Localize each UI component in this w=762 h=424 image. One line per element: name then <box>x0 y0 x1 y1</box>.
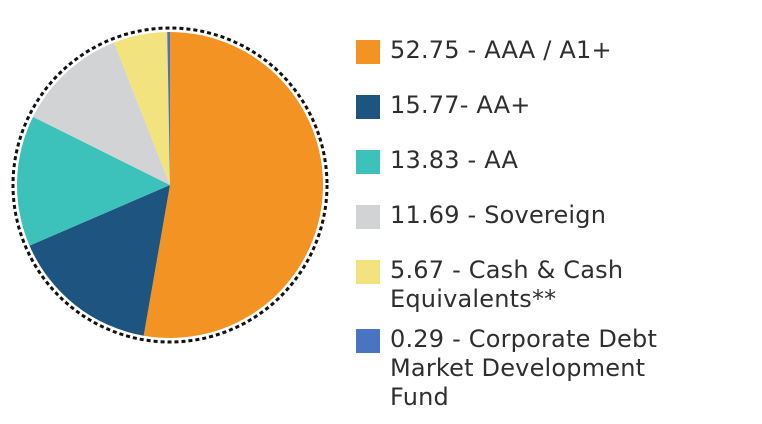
pie-slice-4 <box>114 32 170 185</box>
legend-item-1: 15.77- AA+ <box>356 91 756 120</box>
pie-chart <box>11 26 329 344</box>
legend-swatch-5 <box>356 329 380 353</box>
legend-label-5: 0.29 - Corporate Debt Market Development… <box>390 325 658 411</box>
pie-slice-3 <box>33 42 170 185</box>
legend-label-1: 15.77- AA+ <box>390 91 531 119</box>
pie-slice-0 <box>143 32 324 338</box>
legend-swatch-1 <box>356 95 380 119</box>
legend-swatch-4 <box>356 260 380 284</box>
legend-item-2: 13.83 - AA <box>356 146 756 175</box>
pie-slice-2 <box>17 116 171 246</box>
legend-label-2: 13.83 - AA <box>390 146 519 174</box>
legend-item-0: 52.75 - AAA / A1+ <box>356 36 756 65</box>
pie-slice-5 <box>167 32 170 185</box>
pie-slice-1 <box>29 185 171 336</box>
legend-swatch-0 <box>356 40 380 64</box>
legend-label-4: 5.67 - Cash & Cash Equivalents** <box>390 256 624 313</box>
legend-label-3: 11.69 - Sovereign <box>390 201 607 229</box>
legend-label-0: 52.75 - AAA / A1+ <box>390 36 612 64</box>
legend-item-5: 0.29 - Corporate Debt Market Development… <box>356 325 756 412</box>
legend: 52.75 - AAA / A1+ 15.77- AA+ 13.83 - AA 11.… <box>356 36 756 423</box>
legend-swatch-3 <box>356 205 380 229</box>
legend-swatch-2 <box>356 150 380 174</box>
legend-item-4: 5.67 - Cash & Cash Equivalents** <box>356 256 756 314</box>
pie-outline <box>11 26 329 344</box>
legend-item-3: 11.69 - Sovereign <box>356 201 756 230</box>
